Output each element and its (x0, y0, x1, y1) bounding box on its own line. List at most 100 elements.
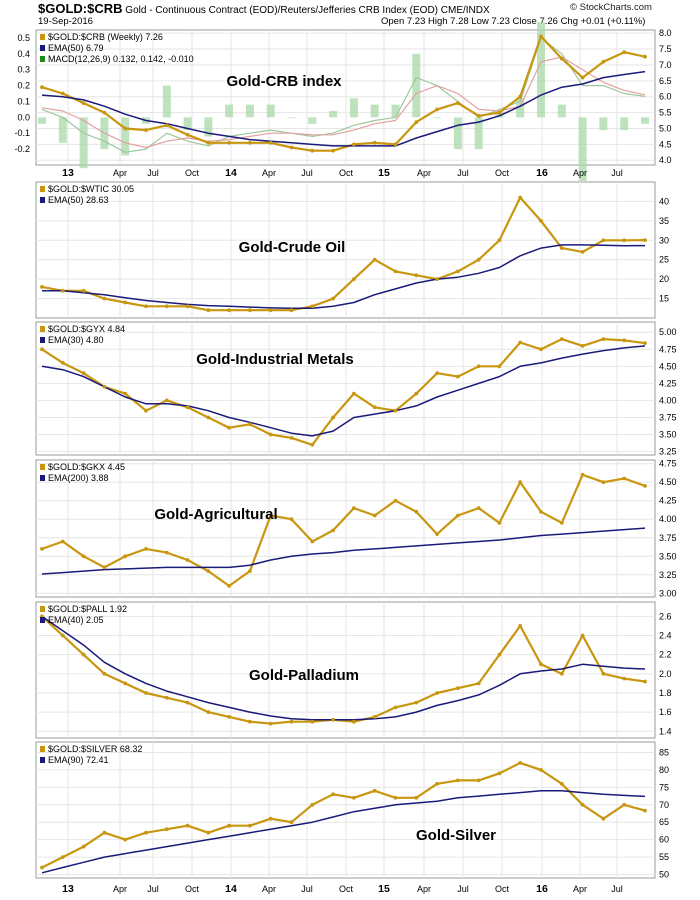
price-point (456, 513, 460, 518)
price-point (102, 384, 107, 389)
panel-annotation: Gold-Industrial Metals (196, 351, 354, 368)
price-point (123, 681, 128, 686)
price-point (331, 792, 335, 797)
y-tick-label: 4.00 (659, 514, 677, 524)
legend-price-text: $GOLD:$SILVER 68.32 (48, 744, 142, 754)
price-point (144, 830, 148, 835)
price-point (144, 408, 148, 413)
price-point (352, 795, 356, 800)
x-tick-label: Jul (611, 168, 623, 178)
price-point (81, 554, 86, 559)
y-tick-label: 25 (659, 255, 669, 265)
legend-macd-swatch (40, 56, 45, 62)
y-tick-label: 70 (659, 800, 669, 810)
y-tick-label: 55 (659, 852, 669, 862)
price-point (185, 405, 190, 410)
price-point (206, 569, 211, 573)
x-tick-label: 15 (378, 883, 390, 895)
price-point (331, 296, 335, 301)
y-tick-label: 2.4 (659, 631, 672, 641)
y-tick-label: 60 (659, 835, 669, 845)
x-tick-label: 14 (225, 167, 237, 179)
price-point (352, 719, 356, 724)
y-tick-label: 50 (659, 870, 669, 880)
y-tick-label: 2.0 (659, 669, 672, 679)
y-tick-label: 4.25 (659, 378, 677, 388)
y-tick-label: 65 (659, 817, 669, 827)
price-point (435, 277, 439, 281)
legend-ema-swatch (40, 757, 45, 763)
price-point (144, 128, 148, 133)
price-point (601, 816, 606, 821)
y-tick-label: 20 (659, 274, 669, 284)
chart-panel-1: 4.0 4.5 5.0 5.5 6.0 6.5 7.0 7.5 8.0 -0.2 -0.1 0.0 0.… (14, 22, 672, 181)
chart-panel-6: 50 55 60 65 70 75 80 85 $GOLD:$SILVER 68.32EMA(9… (35, 741, 669, 880)
x-tick-label: Oct (339, 884, 354, 894)
chart-panel-3: 3.25 3.50 3.75 4.00 4.25 4.50 4.75 5.00 $GOLD:$G… (35, 321, 677, 457)
price-point (393, 498, 398, 503)
macd-histogram-bar (121, 117, 130, 156)
x-tick-label: Jul (457, 168, 469, 178)
price-point (476, 681, 481, 686)
price-point (601, 337, 606, 341)
legend-ema-swatch (40, 337, 45, 343)
price-point (497, 521, 502, 525)
macd-histogram-bar (58, 117, 67, 143)
price-point (352, 142, 356, 147)
price-point (601, 238, 606, 243)
price-point (227, 140, 232, 145)
price-point (206, 830, 211, 835)
price-point (580, 344, 585, 348)
price-point (435, 781, 439, 786)
price-point (289, 436, 294, 440)
price-point (456, 374, 460, 379)
symbol-description: Gold - Continuous Contract (EOD)/Reuters… (125, 5, 490, 16)
x-tick-label: Apr (113, 168, 127, 178)
price-point (289, 517, 294, 522)
macd-tick-label: 0.3 (17, 65, 30, 75)
legend-price-swatch (40, 606, 45, 612)
price-point (289, 308, 294, 313)
price-point (497, 110, 502, 115)
macd-histogram-bar (266, 104, 275, 118)
macd-histogram-bar (599, 117, 608, 131)
y-tick-label: 85 (659, 747, 669, 757)
price-point (518, 624, 523, 628)
price-point (393, 705, 398, 710)
price-point (60, 539, 65, 544)
macd-histogram-bar (641, 117, 649, 124)
x-tick-label: Jul (301, 168, 313, 178)
x-tick-label: 16 (536, 167, 548, 179)
price-point (123, 300, 128, 305)
price-point (622, 238, 627, 243)
price-point (352, 277, 356, 281)
x-tick-label: Oct (185, 884, 200, 894)
macd-histogram-bar (329, 111, 338, 118)
price-point (268, 816, 273, 821)
price-point (372, 257, 377, 262)
y-tick-label: 3.00 (659, 588, 677, 598)
price-point (643, 484, 647, 488)
price-point (227, 425, 232, 430)
price-point (40, 85, 44, 90)
macd-histogram-bar (308, 117, 317, 124)
legend-ema-text: EMA(90) 72.41 (48, 755, 109, 765)
price-point (372, 788, 377, 793)
macd-tick-label: 0.4 (17, 49, 30, 59)
x-tick-label: Jul (611, 884, 623, 894)
y-tick-label: 3.75 (659, 412, 677, 422)
y-tick-label: 4.50 (659, 361, 677, 371)
price-point (206, 710, 211, 714)
y-tick-label: 2.6 (659, 611, 672, 621)
price-point (456, 101, 460, 105)
y-tick-label: 30 (659, 235, 669, 245)
macd-histogram-bar (245, 104, 254, 118)
ema-line (41, 345, 646, 437)
y-tick-label: 2.2 (659, 650, 672, 660)
price-point (580, 472, 585, 477)
x-tick-label: Apr (262, 884, 276, 894)
ema-line (41, 615, 646, 721)
price-point (310, 802, 315, 807)
price-point (643, 679, 647, 684)
